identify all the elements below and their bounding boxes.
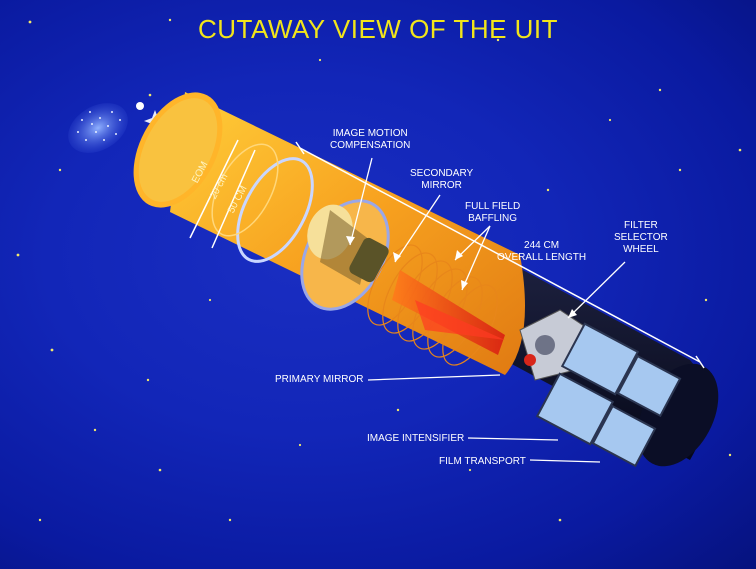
label-line: FULL FIELD	[465, 201, 521, 212]
label-line: SECONDARY	[410, 168, 474, 179]
label-line: BAFFLING	[468, 213, 518, 224]
telescope-tube	[133, 92, 719, 468]
detector-assembly	[519, 309, 682, 468]
label-line: MIRROR	[421, 180, 462, 191]
label-line: SELECTOR	[614, 232, 668, 243]
label-film-transport: FILM TRANSPORT	[439, 456, 526, 467]
label-image-intensifier: IMAGE INTENSIFIER	[367, 433, 465, 444]
label-secondary-mirror: SECONDARY MIRROR	[410, 168, 473, 192]
label-line: COMPENSATION	[330, 140, 411, 151]
label-line: WHEEL	[623, 244, 659, 255]
label-line: FILTER	[624, 220, 658, 231]
label-primary-mirror: PRIMARY MIRROR	[275, 374, 364, 385]
label-full-field-baffling: FULL FIELD BAFFLING	[465, 201, 520, 225]
leader-lines	[349, 157, 626, 463]
label-line: IMAGE MOTION	[332, 128, 408, 139]
label-line: 244 CM	[524, 240, 560, 251]
label-filter-selector-wheel: FILTER SELECTOR WHEEL	[614, 220, 668, 256]
dimension-lines	[189, 139, 705, 369]
label-overall-length: 244 CM OVERALL LENGTH	[497, 240, 586, 264]
label-image-motion-compensation: IMAGE MOTION COMPENSATION	[330, 128, 410, 152]
label-line: OVERALL LENGTH	[497, 252, 587, 263]
